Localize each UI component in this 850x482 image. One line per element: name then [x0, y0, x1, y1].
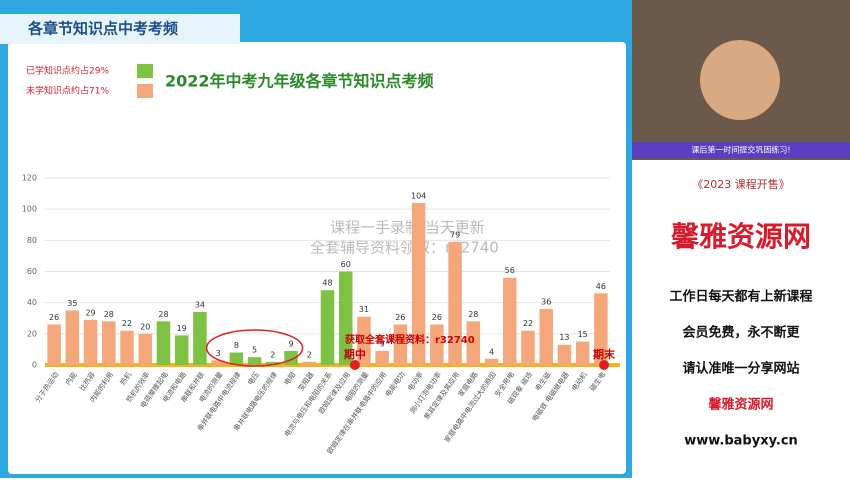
- bar: [503, 277, 517, 365]
- brand2: 馨雅资源网: [707, 397, 773, 413]
- brand: 馨雅资源网: [671, 220, 811, 253]
- bar: [65, 310, 80, 365]
- bar: [193, 312, 207, 365]
- value-label: 104: [411, 191, 426, 200]
- y-tick-label: 120: [22, 174, 37, 183]
- bar: [521, 330, 535, 365]
- bar: [120, 330, 134, 365]
- bar: [484, 358, 499, 365]
- value-label: 2: [270, 350, 275, 359]
- legend-label: 未学知识点约占71%: [26, 85, 109, 97]
- value-label: 56: [505, 266, 515, 275]
- bar: [448, 241, 462, 365]
- bar: [466, 321, 481, 365]
- value-label: 5: [252, 346, 257, 355]
- sale: 《2023 课程开售》: [692, 177, 790, 191]
- y-tick-label: 80: [27, 236, 37, 245]
- chart-title: 2022年中考九年级各章节知识点考频: [165, 72, 434, 91]
- banner: 课后第一时间提交巩固练习!: [691, 145, 790, 155]
- value-label: 35: [67, 299, 77, 308]
- bar: [575, 341, 590, 365]
- value-label: 26: [395, 313, 405, 322]
- y-tick-label: 100: [22, 205, 37, 214]
- value-label: 8: [234, 341, 239, 350]
- bar: [411, 202, 426, 365]
- bar: [266, 361, 280, 365]
- bar: [138, 333, 152, 365]
- marker: [349, 360, 360, 370]
- value-label: 34: [195, 301, 205, 310]
- bar: [156, 321, 171, 365]
- legend-label: 已学知识点约占29%: [26, 65, 109, 77]
- bar: [247, 357, 262, 365]
- watermark: 课程一手录制 当天更新: [330, 219, 485, 237]
- legend-swatch: [137, 84, 153, 98]
- value-label: 60: [341, 260, 351, 269]
- value-label: 20: [140, 322, 150, 331]
- value-label: 22: [122, 319, 132, 328]
- bar: [211, 360, 225, 365]
- value-label: 28: [468, 310, 478, 319]
- value-label: 28: [104, 310, 114, 319]
- value-label: 46: [596, 282, 606, 291]
- bar: [393, 324, 408, 365]
- value-label: 48: [322, 279, 332, 288]
- value-label: 13: [559, 333, 569, 342]
- value-label: 26: [49, 313, 59, 322]
- value-label: 29: [85, 308, 95, 317]
- y-tick-label: 20: [27, 329, 37, 338]
- bar: [229, 352, 244, 365]
- value-label: 26: [432, 313, 442, 322]
- sidebar-line: 工作日每天都有上新课程: [669, 289, 812, 305]
- y-tick-label: 40: [27, 298, 37, 307]
- marker: [599, 360, 609, 370]
- value-label: 19: [177, 324, 187, 333]
- value-label: 9: [289, 339, 294, 348]
- banner-bg: [632, 142, 850, 158]
- bar: [47, 324, 61, 365]
- slide: [8, 42, 626, 474]
- legend-swatch: [137, 64, 153, 78]
- watermark: 全套辅导资料领取：r32740: [310, 239, 499, 257]
- presenter: [700, 40, 780, 120]
- bar: [102, 321, 116, 365]
- value-label: 3: [216, 349, 221, 358]
- bar: [357, 316, 371, 365]
- bar: [539, 308, 553, 365]
- value-label: 22: [523, 319, 533, 328]
- bar: [302, 361, 317, 365]
- bar: [594, 293, 608, 365]
- value-label: 36: [541, 297, 551, 306]
- bar: [430, 324, 444, 365]
- bar: [338, 271, 353, 365]
- value-label: 79: [450, 230, 460, 239]
- annotation: 期末: [593, 347, 616, 361]
- value-label: 2: [307, 350, 312, 359]
- sidebar-line: 会员免费，永不断更: [682, 325, 800, 341]
- header-bar: [0, 14, 240, 44]
- value-label: 15: [578, 330, 588, 339]
- url: www.babyxy.cn: [684, 434, 798, 449]
- bar: [174, 335, 189, 365]
- value-label: 9: [380, 339, 385, 348]
- y-tick-label: 60: [27, 267, 37, 276]
- highlight: [205, 329, 304, 367]
- annotation: 期中: [344, 347, 366, 361]
- bar: [375, 350, 389, 365]
- value-label: 4: [489, 347, 494, 356]
- annotation: 获取全套课程资料：r32740: [344, 333, 475, 346]
- bar: [557, 344, 572, 365]
- bar: [320, 290, 335, 365]
- sidebar-line: 请认准唯一分享网站: [682, 361, 799, 377]
- value-label: 28: [158, 310, 168, 319]
- header-title: 各章节知识点中考考频: [27, 20, 178, 38]
- bar: [83, 319, 98, 365]
- y-tick-label: 0: [32, 361, 37, 370]
- value-label: 31: [359, 305, 369, 314]
